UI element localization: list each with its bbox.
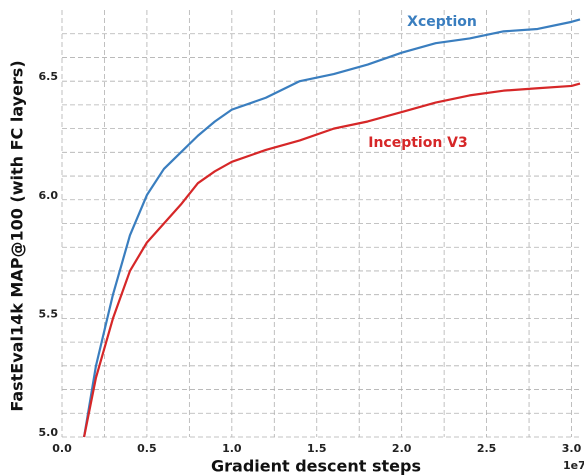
x-axis-label: Gradient descent steps <box>211 457 421 475</box>
y-tick-label: 5.5 <box>39 307 59 320</box>
x-tick-label: 2.5 <box>477 442 497 455</box>
x-tick-label: 1.0 <box>222 442 242 455</box>
y-tick-label: 6.5 <box>39 70 59 83</box>
y-axis-label: FastEval14k MAP@100 (with FC layers) <box>8 60 27 411</box>
y-tick-label: 6.0 <box>39 189 59 202</box>
x-offset-label: 1e7 <box>563 459 584 472</box>
y-tick-label: 5.0 <box>39 426 59 439</box>
x-tick-label: 3.0 <box>562 442 582 455</box>
line-series <box>83 82 581 438</box>
line-series <box>82 18 581 438</box>
x-tick-label: 0.0 <box>52 442 72 455</box>
x-tick-label: 0.5 <box>137 442 157 455</box>
x-tick-label: 2.0 <box>392 442 412 455</box>
x-tick-label: 1.5 <box>307 442 327 455</box>
series-label: Xception <box>407 14 477 30</box>
series-label: Inception V3 <box>368 135 468 151</box>
